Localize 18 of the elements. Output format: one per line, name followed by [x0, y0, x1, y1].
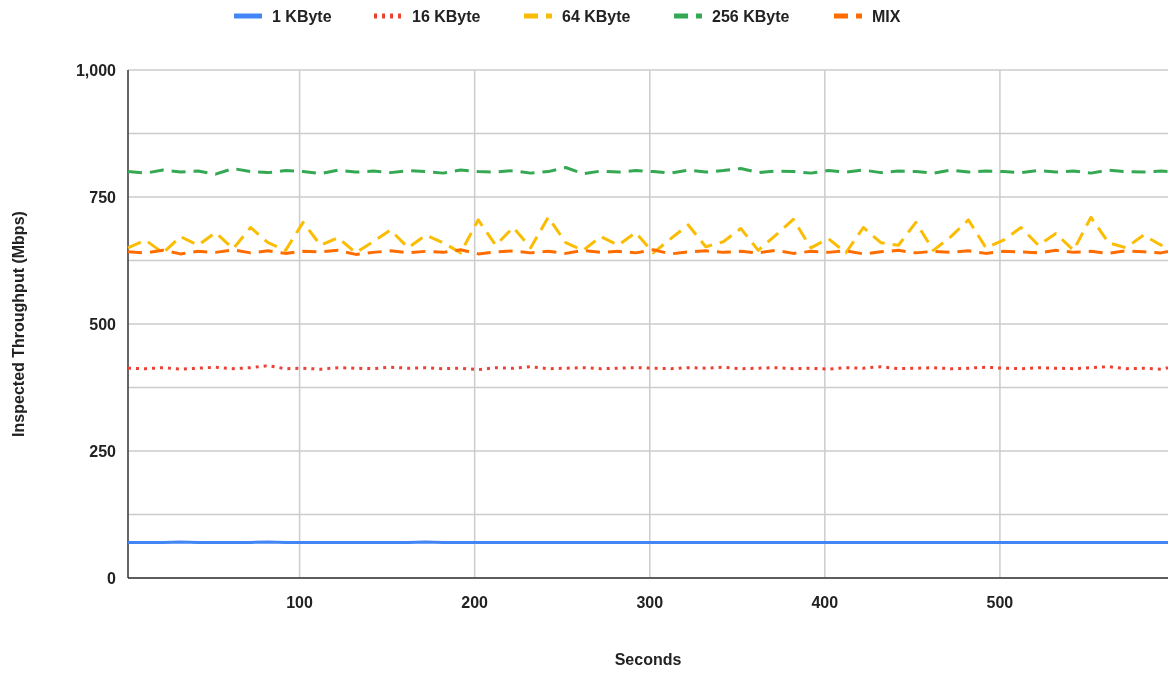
legend-label: MIX	[872, 7, 901, 25]
x-tick-label: 100	[286, 594, 314, 611]
x-axis-title: Seconds	[614, 651, 682, 668]
x-tick-label: 300	[636, 594, 664, 611]
y-tick-label: 250	[89, 442, 117, 460]
y-tick-label: 500	[89, 315, 117, 333]
y-tick-label: 750	[89, 188, 117, 206]
line-series	[126, 166, 1168, 176]
y-tick-label: 1,000	[75, 61, 117, 79]
x-tick-label: 400	[811, 594, 839, 611]
y-axis-title: Inspected Throughput (Mbps)	[10, 211, 27, 437]
legend-label: 256 KByte	[712, 7, 790, 25]
legend-label: 16 KByte	[412, 7, 481, 25]
legend-label: 1 KByte	[272, 7, 332, 25]
y-tick-label: 0	[107, 569, 117, 587]
x-tick-label: 500	[986, 594, 1014, 611]
x-tick-label: 200	[461, 594, 489, 611]
legend-label: 64 KByte	[562, 7, 631, 25]
